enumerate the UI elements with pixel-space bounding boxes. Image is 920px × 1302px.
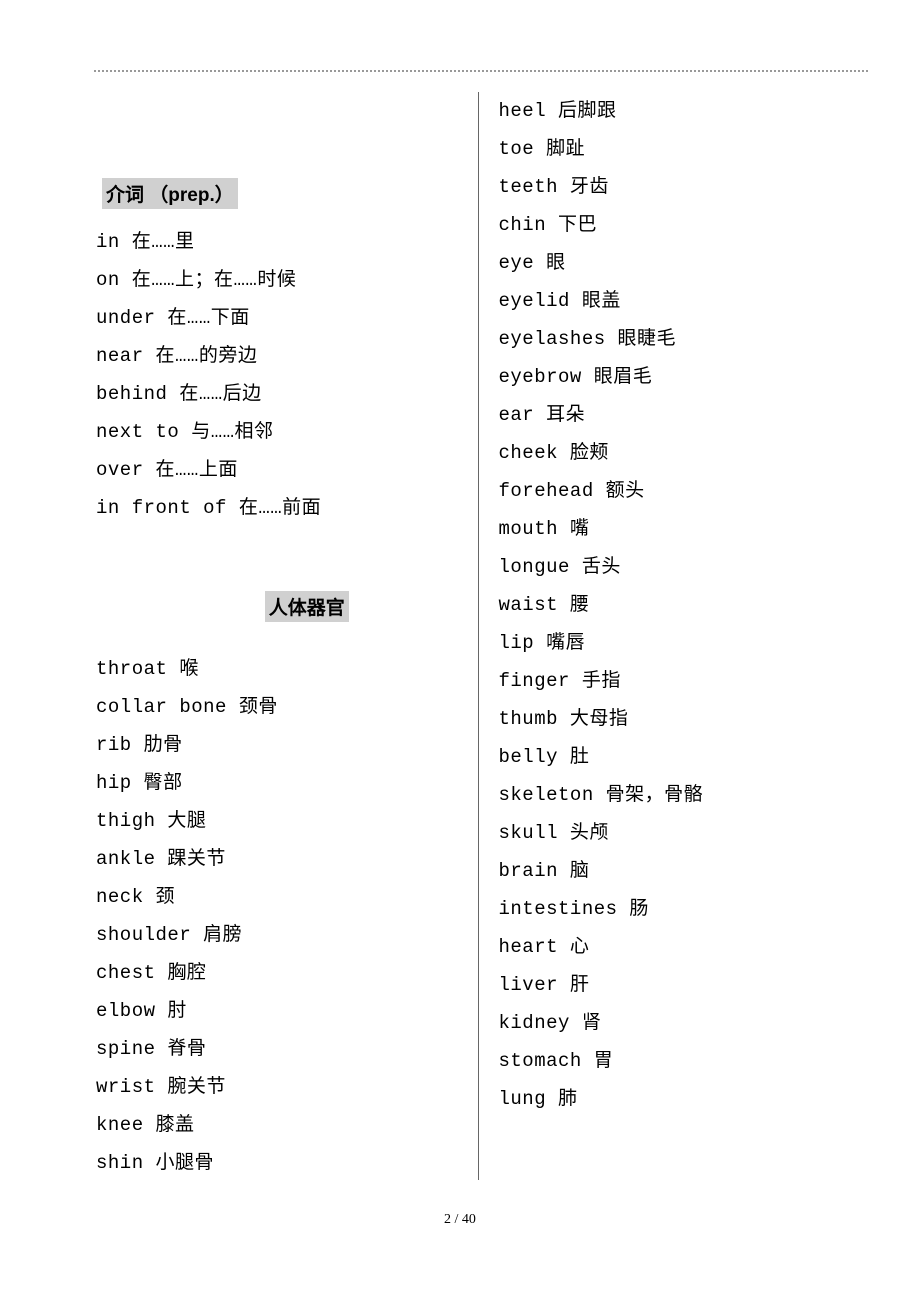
list-item: eyebrow 眼眉毛 [499,358,861,396]
list-item: in front of 在……前面 [96,489,458,527]
list-item: wrist 腕关节 [96,1068,458,1106]
list-item: under 在……下面 [96,299,458,337]
prepositions-list: in 在……里 on 在……上；在……时候 under 在……下面 near 在… [96,223,458,527]
list-item: over 在……上面 [96,451,458,489]
list-item: knee 膝盖 [96,1106,458,1144]
list-item: lip 嘴唇 [499,624,861,662]
list-item: near 在……的旁边 [96,337,458,375]
list-item: neck 颈 [96,878,458,916]
list-item: eyelid 眼盖 [499,282,861,320]
list-item: mouth 嘴 [499,510,861,548]
list-item: on 在……上；在……时候 [96,261,458,299]
list-item: thigh 大腿 [96,802,458,840]
list-item: kidney 肾 [499,1004,861,1042]
list-item: thumb 大母指 [499,700,861,738]
list-item: waist 腰 [499,586,861,624]
list-item: heel 后脚跟 [499,92,861,130]
list-item: finger 手指 [499,662,861,700]
body-parts-section-left: 人体器官 throat 喉 collar bone 颈骨 rib 肋骨 hip … [96,591,458,1182]
body-parts-heading: 人体器官 [265,591,349,622]
list-item: intestines 肠 [499,890,861,928]
list-item: ear 耳朵 [499,396,861,434]
list-item: heart 心 [499,928,861,966]
list-item: eye 眼 [499,244,861,282]
prepositions-section: 介词 （prep.） in 在……里 on 在……上；在……时候 under 在… [96,178,458,527]
list-item: skeleton 骨架，骨骼 [499,776,861,814]
list-item: ankle 踝关节 [96,840,458,878]
list-item: skull 头颅 [499,814,861,852]
page-number: 2 / 40 [0,1212,920,1228]
list-item: chest 胸腔 [96,954,458,992]
right-column: heel 后脚跟 toe 脚趾 teeth 牙齿 chin 下巴 eye 眼 e… [479,92,861,1180]
prepositions-heading: 介词 （prep.） [102,178,238,209]
list-item: hip 臀部 [96,764,458,802]
left-column: 介词 （prep.） in 在……里 on 在……上；在……时候 under 在… [96,92,478,1180]
list-item: elbow 肘 [96,992,458,1030]
body-parts-right-list: heel 后脚跟 toe 脚趾 teeth 牙齿 chin 下巴 eye 眼 e… [499,92,861,1118]
list-item: chin 下巴 [499,206,861,244]
list-item: teeth 牙齿 [499,168,861,206]
list-item: liver 肝 [499,966,861,1004]
list-item: belly 肚 [499,738,861,776]
list-item: next to 与……相邻 [96,413,458,451]
list-item: stomach 胃 [499,1042,861,1080]
list-item: brain 脑 [499,852,861,890]
page-top-border [94,70,870,72]
list-item: throat 喉 [96,650,458,688]
list-item: in 在……里 [96,223,458,261]
list-item: eyelashes 眼睫毛 [499,320,861,358]
list-item: spine 脊骨 [96,1030,458,1068]
body-parts-left-list: throat 喉 collar bone 颈骨 rib 肋骨 hip 臀部 th… [96,650,458,1182]
list-item: cheek 脸颊 [499,434,861,472]
list-item: lung 肺 [499,1080,861,1118]
list-item: longue 舌头 [499,548,861,586]
list-item: shin 小腿骨 [96,1144,458,1182]
list-item: shoulder 肩膀 [96,916,458,954]
list-item: toe 脚趾 [499,130,861,168]
content-area: 介词 （prep.） in 在……里 on 在……上；在……时候 under 在… [0,0,920,1180]
list-item: rib 肋骨 [96,726,458,764]
list-item: behind 在……后边 [96,375,458,413]
list-item: collar bone 颈骨 [96,688,458,726]
list-item: forehead 额头 [499,472,861,510]
